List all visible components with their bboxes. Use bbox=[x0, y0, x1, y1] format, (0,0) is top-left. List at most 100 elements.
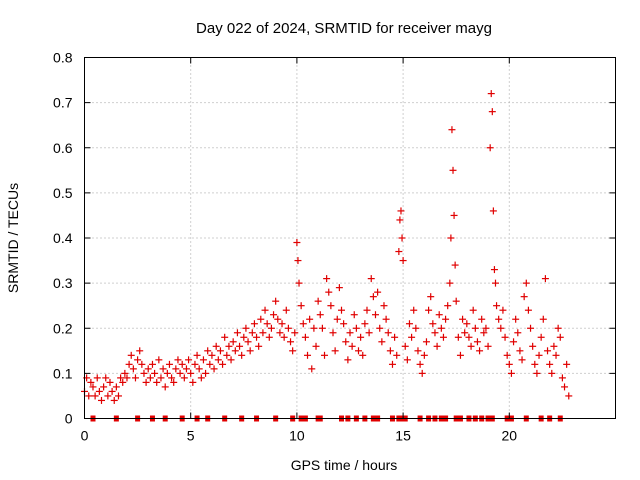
y-tick-label: 0.6 bbox=[53, 140, 73, 156]
data-point bbox=[276, 329, 284, 337]
y-tick-label: 0.5 bbox=[53, 185, 73, 201]
data-point bbox=[361, 320, 369, 328]
data-point bbox=[263, 320, 271, 328]
data-point bbox=[295, 279, 303, 287]
data-point bbox=[410, 306, 418, 314]
data-point bbox=[274, 315, 282, 323]
data-point bbox=[495, 315, 503, 323]
data-point bbox=[556, 333, 564, 341]
data-point bbox=[537, 333, 545, 341]
data-point bbox=[354, 347, 362, 355]
data-point bbox=[97, 396, 105, 404]
data-point bbox=[454, 333, 462, 341]
data-point bbox=[444, 302, 452, 310]
data-point bbox=[367, 275, 375, 283]
data-point bbox=[95, 387, 103, 395]
data-point bbox=[87, 378, 95, 386]
data-point bbox=[503, 351, 511, 359]
y-tick-label: 0.8 bbox=[53, 50, 73, 66]
data-point bbox=[510, 338, 518, 346]
data-point bbox=[408, 333, 416, 341]
axis-ticks bbox=[84, 57, 616, 419]
data-point bbox=[414, 347, 422, 355]
data-point bbox=[301, 333, 309, 341]
data-point bbox=[227, 356, 235, 364]
data-point bbox=[507, 369, 515, 377]
data-point bbox=[318, 324, 326, 332]
x-tick-label: 5 bbox=[187, 428, 195, 444]
data-point bbox=[393, 351, 401, 359]
srmtid-series bbox=[81, 90, 573, 404]
y-tick-label: 0.4 bbox=[53, 230, 73, 246]
data-point bbox=[331, 347, 339, 355]
data-point bbox=[405, 320, 413, 328]
data-point bbox=[378, 338, 386, 346]
data-point bbox=[299, 320, 307, 328]
x-tick-label: 15 bbox=[395, 428, 411, 444]
data-point bbox=[535, 351, 543, 359]
data-point bbox=[418, 369, 426, 377]
data-point bbox=[310, 324, 318, 332]
data-point bbox=[548, 369, 556, 377]
data-point bbox=[456, 351, 464, 359]
data-point bbox=[550, 342, 558, 350]
data-point bbox=[199, 356, 207, 364]
data-point bbox=[478, 315, 486, 323]
data-point bbox=[148, 360, 156, 368]
data-point bbox=[344, 356, 352, 364]
data-point bbox=[151, 369, 159, 377]
data-point bbox=[100, 383, 108, 391]
data-point bbox=[529, 342, 537, 350]
data-point bbox=[212, 342, 220, 350]
data-point bbox=[223, 351, 231, 359]
data-point bbox=[125, 360, 133, 368]
data-point bbox=[265, 333, 273, 341]
data-point bbox=[350, 311, 358, 319]
data-point bbox=[357, 333, 365, 341]
data-point bbox=[180, 374, 188, 382]
data-point bbox=[114, 392, 122, 400]
data-point bbox=[204, 347, 212, 355]
data-point bbox=[459, 315, 467, 323]
data-point bbox=[161, 383, 169, 391]
data-point bbox=[539, 315, 547, 323]
data-point bbox=[433, 342, 441, 350]
data-point bbox=[505, 360, 513, 368]
data-point bbox=[195, 365, 203, 373]
data-point bbox=[314, 297, 322, 305]
data-point bbox=[480, 329, 488, 337]
data-point bbox=[422, 338, 430, 346]
data-point bbox=[425, 306, 433, 314]
data-point bbox=[561, 383, 569, 391]
data-point bbox=[159, 365, 167, 373]
data-point bbox=[446, 279, 454, 287]
data-point bbox=[541, 275, 549, 283]
data-point bbox=[287, 338, 295, 346]
data-point bbox=[531, 360, 539, 368]
data-point bbox=[514, 329, 522, 337]
data-point bbox=[395, 248, 403, 256]
data-point bbox=[348, 342, 356, 350]
y-tick-label: 0.1 bbox=[53, 365, 73, 381]
data-point bbox=[396, 216, 404, 224]
data-point bbox=[291, 329, 299, 337]
data-point bbox=[386, 347, 394, 355]
data-point bbox=[465, 333, 473, 341]
data-point bbox=[197, 374, 205, 382]
data-point bbox=[259, 329, 267, 337]
data-point bbox=[270, 311, 278, 319]
data-point bbox=[398, 234, 406, 242]
x-tick-label: 20 bbox=[502, 428, 518, 444]
y-tick-label: 0.7 bbox=[53, 95, 73, 111]
x-tick-label: 10 bbox=[289, 428, 305, 444]
data-point bbox=[127, 351, 135, 359]
data-point bbox=[522, 279, 530, 287]
data-point bbox=[170, 378, 178, 386]
data-point bbox=[482, 324, 490, 332]
data-point bbox=[210, 365, 218, 373]
data-point bbox=[437, 324, 445, 332]
data-point bbox=[110, 396, 118, 404]
x-tick-labels: 0 5 10 15 20 bbox=[81, 428, 518, 444]
y-tick-label: 0.2 bbox=[53, 320, 73, 336]
data-point bbox=[208, 351, 216, 359]
